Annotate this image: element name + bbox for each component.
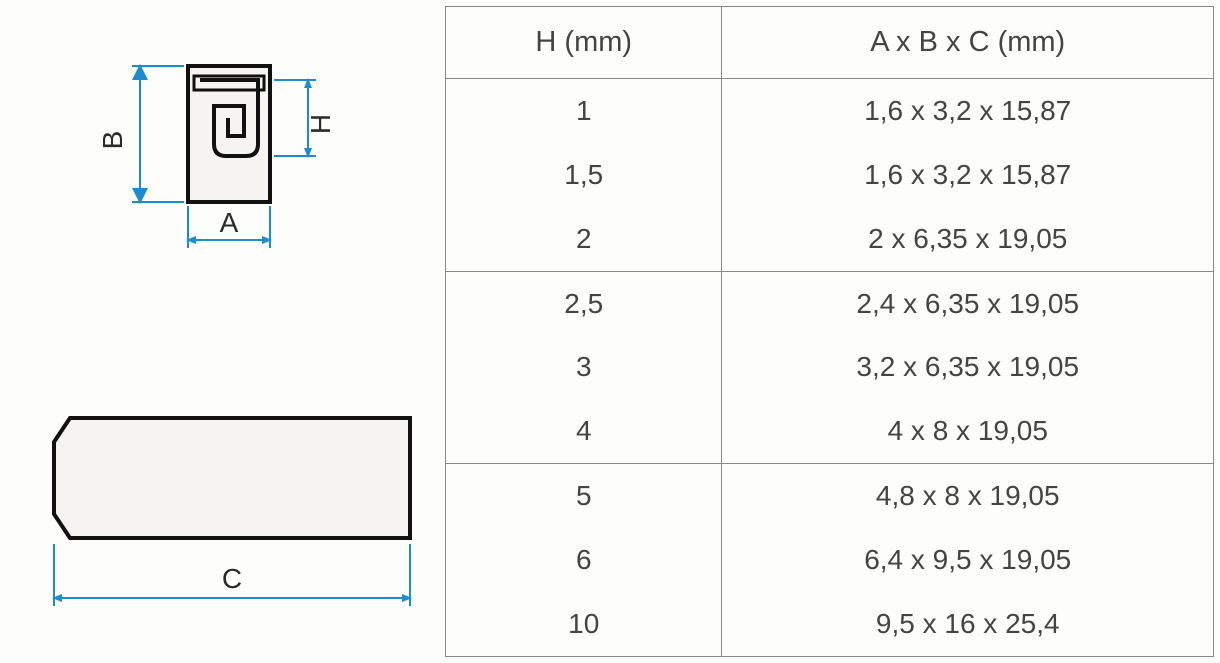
cell-h: 4 bbox=[446, 399, 722, 463]
cell-h: 1,5 bbox=[446, 143, 722, 207]
dimensions-table-panel: H (mm) A x B x C (mm) 11,6 x 3,2 x 15,87… bbox=[445, 0, 1220, 663]
table-row: 66,4 x 9,5 x 19,05 bbox=[446, 528, 1214, 592]
dim-label-h: H bbox=[305, 114, 336, 134]
cell-abc: 9,5 x 16 x 25,4 bbox=[722, 592, 1214, 657]
dim-label-c: C bbox=[222, 563, 242, 594]
table-header-row: H (mm) A x B x C (mm) bbox=[446, 7, 1214, 79]
cell-abc: 4 x 8 x 19,05 bbox=[722, 399, 1214, 463]
cell-abc: 1,6 x 3,2 x 15,87 bbox=[722, 143, 1214, 207]
dim-label-a: A bbox=[220, 207, 239, 238]
cell-abc: 1,6 x 3,2 x 15,87 bbox=[722, 79, 1214, 143]
cell-h: 10 bbox=[446, 592, 722, 657]
table-row: 44 x 8 x 19,05 bbox=[446, 399, 1214, 463]
diagrams-panel: B H A C bbox=[0, 0, 445, 663]
dim-label-b: B bbox=[100, 131, 128, 150]
header-h: H (mm) bbox=[446, 7, 722, 79]
table-row: 1,51,6 x 3,2 x 15,87 bbox=[446, 143, 1214, 207]
cell-abc: 2,4 x 6,35 x 19,05 bbox=[722, 271, 1214, 335]
side-view-diagram: C bbox=[40, 400, 430, 640]
cell-abc: 3,2 x 6,35 x 19,05 bbox=[722, 336, 1214, 400]
cell-h: 6 bbox=[446, 528, 722, 592]
cell-abc: 6,4 x 9,5 x 19,05 bbox=[722, 528, 1214, 592]
cell-abc: 4,8 x 8 x 19,05 bbox=[722, 464, 1214, 528]
cell-h: 2 bbox=[446, 207, 722, 271]
cell-h: 2,5 bbox=[446, 271, 722, 335]
cross-section-diagram: B H A bbox=[100, 36, 360, 266]
table-row: 33,2 x 6,35 x 19,05 bbox=[446, 336, 1214, 400]
header-abc: A x B x C (mm) bbox=[722, 7, 1214, 79]
table-row: 54,8 x 8 x 19,05 bbox=[446, 464, 1214, 528]
cell-abc: 2 x 6,35 x 19,05 bbox=[722, 207, 1214, 271]
table-row: 2,52,4 x 6,35 x 19,05 bbox=[446, 271, 1214, 335]
table-row: 109,5 x 16 x 25,4 bbox=[446, 592, 1214, 657]
cell-h: 3 bbox=[446, 336, 722, 400]
cell-h: 1 bbox=[446, 79, 722, 143]
table-row: 11,6 x 3,2 x 15,87 bbox=[446, 79, 1214, 143]
table-row: 22 x 6,35 x 19,05 bbox=[446, 207, 1214, 271]
dimensions-table: H (mm) A x B x C (mm) 11,6 x 3,2 x 15,87… bbox=[445, 6, 1214, 657]
cell-h: 5 bbox=[446, 464, 722, 528]
